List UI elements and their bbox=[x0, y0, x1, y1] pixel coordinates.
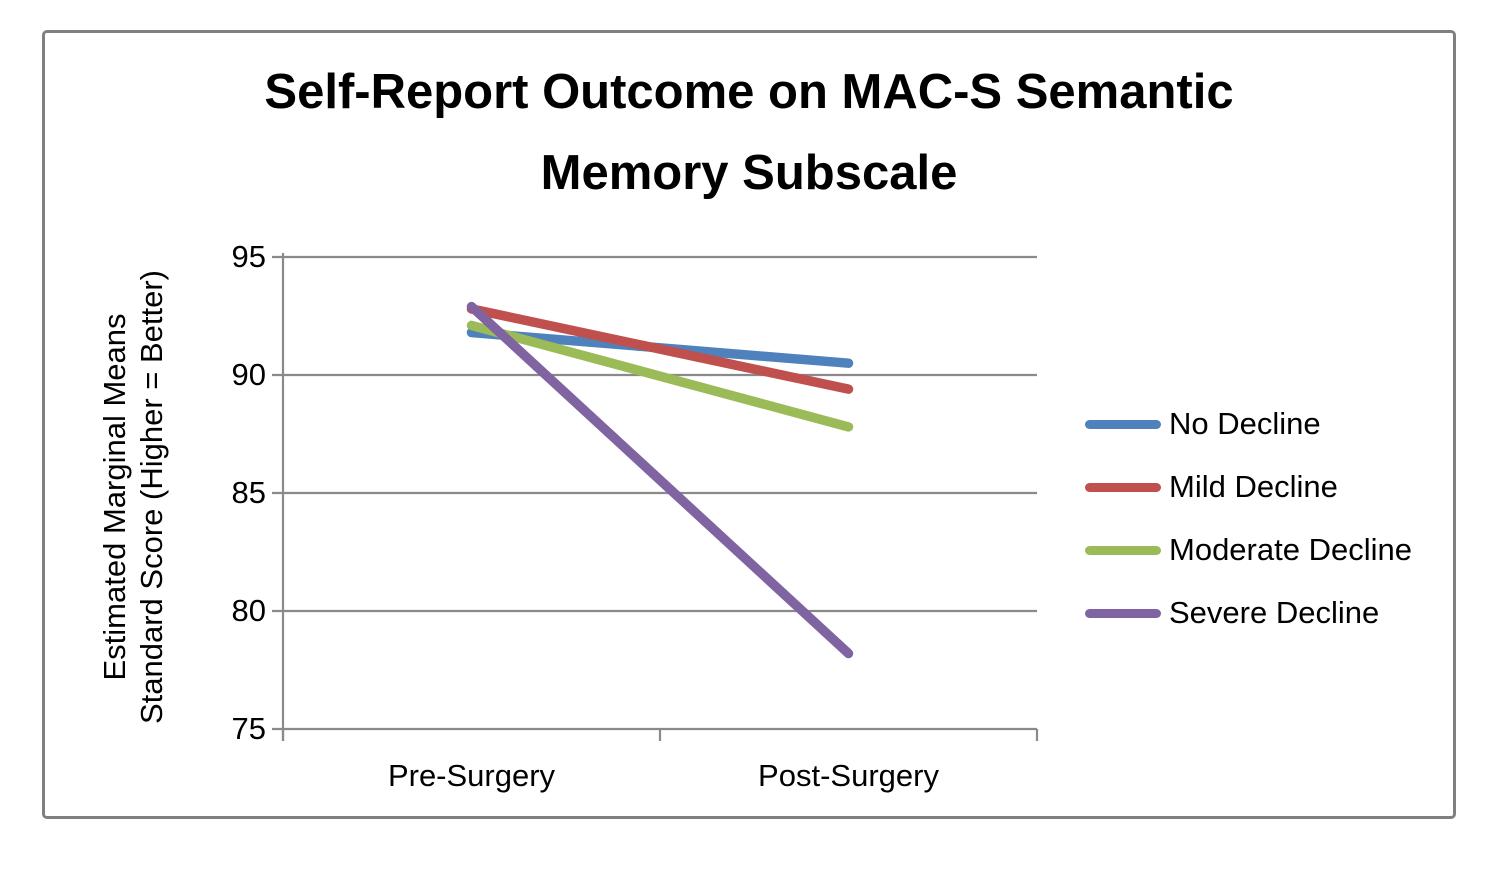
legend-swatch-moderate-decline bbox=[1085, 545, 1161, 555]
y-tick-label-90: 90 bbox=[231, 357, 266, 392]
y-tick-label-95: 95 bbox=[231, 239, 266, 274]
series-line-moderate-decline bbox=[466, 320, 854, 432]
chart-title-line-2: Memory Subscale bbox=[540, 146, 958, 200]
series-line-severe-decline bbox=[466, 301, 854, 659]
legend-label-severe-decline: Severe Decline bbox=[1169, 595, 1380, 630]
x-category-label-post-surgery: Post-Surgery bbox=[758, 758, 939, 793]
y-tick-label-75: 75 bbox=[231, 711, 266, 746]
chart-title-line-1: Self-Report Outcome on MAC-S Semantic bbox=[264, 65, 1234, 119]
y-axis-title-line-1: Estimated Marginal Means bbox=[97, 313, 132, 681]
legend-label-no-decline: No Decline bbox=[1169, 406, 1321, 441]
y-tick-label-80: 80 bbox=[231, 593, 266, 628]
legend-swatch-mild-decline bbox=[1085, 482, 1161, 492]
legend-label-moderate-decline: Moderate Decline bbox=[1169, 532, 1412, 567]
chart-title: Self-Report Outcome on MAC-S Semantic Me… bbox=[42, 52, 1456, 214]
legend-item-moderate-decline: Moderate Decline bbox=[1085, 532, 1412, 567]
legend-item-no-decline: No Decline bbox=[1085, 406, 1321, 441]
chart-frame bbox=[42, 30, 1456, 819]
legend-swatch-severe-decline bbox=[1085, 608, 1161, 618]
x-category-label-pre-surgery: Pre-Surgery bbox=[387, 758, 556, 793]
legend-item-mild-decline: Mild Decline bbox=[1085, 469, 1338, 504]
legend-item-severe-decline: Severe Decline bbox=[1085, 595, 1380, 630]
legend-swatch-no-decline bbox=[1085, 419, 1161, 429]
y-tick-label-85: 85 bbox=[231, 475, 266, 510]
legend-label-mild-decline: Mild Decline bbox=[1169, 469, 1338, 504]
series-line-mild-decline bbox=[466, 304, 854, 394]
